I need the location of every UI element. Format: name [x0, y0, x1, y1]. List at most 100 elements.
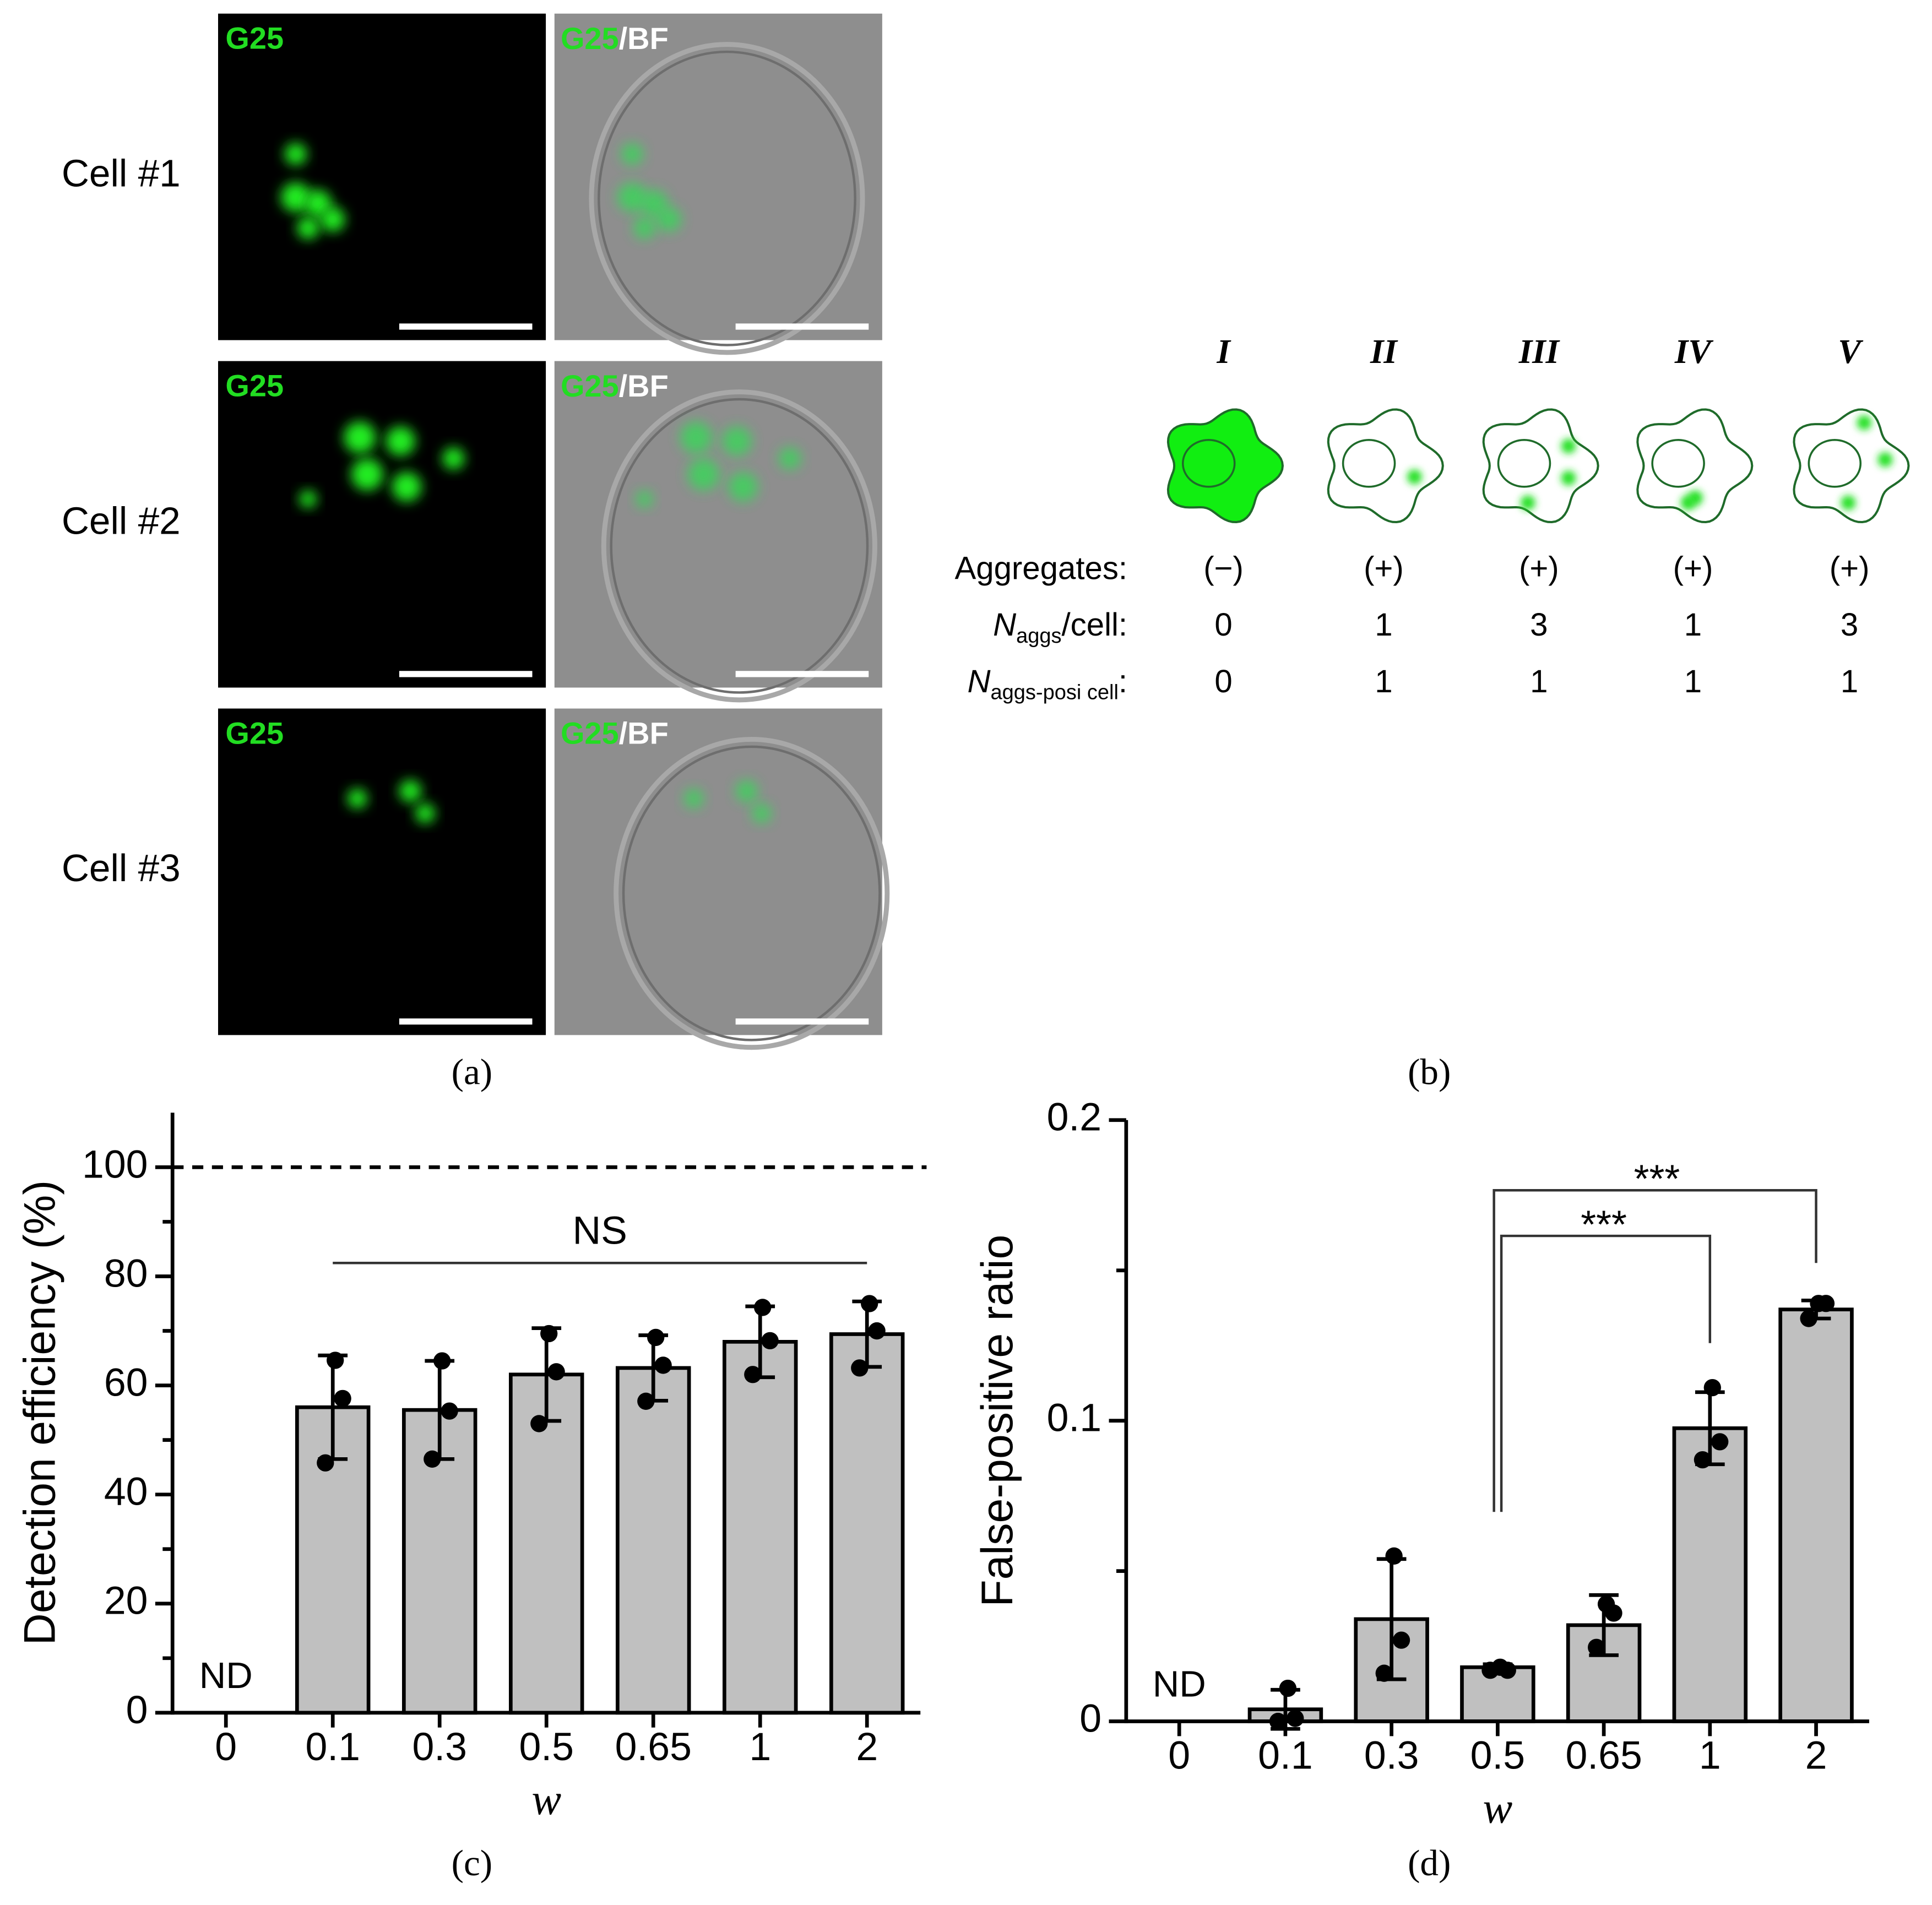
data-point	[1817, 1295, 1835, 1312]
y-tick-label: 20	[104, 1579, 148, 1623]
aggregate-spot	[284, 143, 307, 165]
fluorescence-image	[218, 361, 546, 688]
aggregate-spot	[680, 421, 713, 454]
y-tick-label: 0.1	[1047, 1396, 1102, 1440]
table-cell: (+)	[1830, 550, 1870, 586]
aggregate-spot	[344, 421, 376, 454]
aggregate-spot	[1520, 495, 1535, 511]
channel-overlay: /BF	[619, 21, 669, 56]
bar	[295, 1405, 371, 1715]
aggregate-spot	[633, 216, 656, 240]
bar	[1672, 1426, 1748, 1723]
symbol: N	[967, 664, 991, 699]
data-point	[1375, 1664, 1393, 1682]
data-point	[1605, 1604, 1622, 1622]
data-point	[868, 1322, 886, 1340]
x-tick-label: 1	[1699, 1734, 1721, 1778]
aggregate-spot	[656, 207, 682, 232]
y-tick-label: 0	[126, 1688, 148, 1732]
row-label: Cell #1	[62, 151, 181, 194]
cell-outline	[614, 736, 890, 1050]
data-point	[1499, 1662, 1516, 1679]
x-axis-label: w	[531, 1775, 561, 1824]
x-tick-label: 0.5	[1470, 1734, 1526, 1778]
y-tick-label: 60	[104, 1360, 148, 1404]
y-tick-label: 80	[104, 1251, 148, 1295]
y-tick-label: 40	[104, 1470, 148, 1514]
aggregate-spot	[347, 788, 367, 808]
table-cell: 1	[1530, 664, 1548, 699]
aggregate-spot	[415, 803, 435, 823]
y-tick-label: 0.2	[1047, 1095, 1102, 1139]
table-cell: (+)	[1364, 550, 1404, 586]
row-label: Cell #2	[62, 499, 181, 542]
x-tick-label: 2	[856, 1725, 878, 1769]
aggregate-spot	[442, 447, 465, 470]
significance-label: ***	[1581, 1202, 1627, 1246]
data-point	[1711, 1433, 1729, 1451]
x-tick-label: 0	[1168, 1734, 1190, 1778]
channel-label: G25/BF	[561, 21, 669, 56]
bar	[1778, 1307, 1854, 1723]
cell-shape	[1166, 408, 1284, 524]
aggregate-spot	[751, 803, 772, 823]
table-cell: 1	[1375, 664, 1392, 699]
data-point	[1392, 1631, 1410, 1649]
brightfield-image	[554, 708, 882, 1035]
cell-outline	[598, 50, 856, 346]
x-tick-label: 0.65	[615, 1725, 692, 1769]
aggregate-spot	[1561, 438, 1576, 454]
table-cell: 1	[1375, 607, 1392, 643]
nucleus	[1651, 439, 1705, 488]
aggregate-spot	[778, 447, 801, 470]
aggregate-spot	[320, 207, 345, 232]
x-tick-label: 0.5	[519, 1725, 574, 1769]
data-point	[540, 1325, 558, 1343]
aggregate-spot	[687, 458, 720, 491]
aggregate-spot	[722, 426, 752, 456]
fluorescence-image	[218, 13, 546, 340]
brightfield-image	[554, 13, 882, 340]
data-point	[861, 1295, 878, 1312]
row-label: Naggs-posi cell:	[967, 664, 1127, 704]
aggregate-spot	[728, 471, 758, 502]
data-point	[334, 1390, 351, 1408]
bar	[722, 1339, 798, 1715]
annotation-nd: ND	[1153, 1664, 1206, 1705]
data-point	[1287, 1709, 1304, 1727]
x-tick-label: 0.1	[305, 1725, 360, 1769]
panel-label: (b)	[1408, 1051, 1451, 1093]
channel-label: G25/BF	[561, 368, 669, 403]
nucleus	[1181, 439, 1236, 488]
data-point	[1703, 1378, 1721, 1397]
class-numeral: IV	[1674, 332, 1714, 371]
channel-label: G25	[225, 21, 284, 56]
data-point	[1279, 1679, 1297, 1697]
annotation-nd: ND	[199, 1655, 253, 1696]
aggregate-spot	[683, 788, 704, 808]
aggregate-spot	[299, 490, 317, 508]
table-cell: (+)	[1673, 550, 1713, 586]
x-tick-label: 0.65	[1565, 1734, 1642, 1778]
significance-label: ***	[1634, 1157, 1680, 1201]
row-label: Naggs/cell:	[993, 607, 1127, 648]
row-label: Aggregates:	[954, 550, 1127, 586]
x-tick-label: 0.1	[1258, 1734, 1313, 1778]
channel-overlay: /BF	[619, 716, 669, 751]
class-numeral: II	[1370, 332, 1398, 371]
x-axis-label: w	[1483, 1784, 1513, 1833]
data-point	[424, 1450, 441, 1468]
x-tick-label: 0.3	[412, 1725, 467, 1769]
aggregate-spot	[1680, 495, 1696, 511]
aggregate-spot	[636, 490, 653, 508]
data-point	[547, 1363, 565, 1381]
table-cell: 3	[1841, 607, 1858, 643]
class-numeral: I	[1216, 332, 1231, 371]
data-point	[441, 1402, 458, 1420]
panel-label: (c)	[452, 1842, 492, 1884]
data-point	[637, 1392, 655, 1410]
table-cell: 0	[1214, 607, 1232, 643]
